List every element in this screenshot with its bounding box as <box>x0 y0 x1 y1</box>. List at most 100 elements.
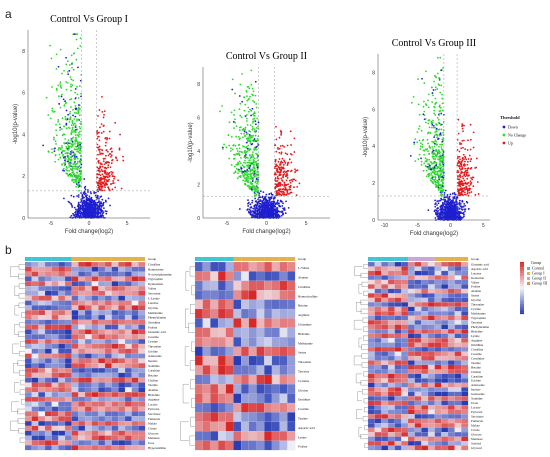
volcano-point <box>421 143 424 146</box>
heatmap-cell <box>31 324 39 330</box>
heatmap-cell <box>138 261 146 267</box>
volcano-point <box>463 202 466 205</box>
heatmap-cell <box>38 382 46 388</box>
volcano-point <box>248 139 251 142</box>
heatmap-cell <box>71 305 79 311</box>
volcano-point <box>442 67 444 69</box>
heatmap-cell <box>31 276 39 282</box>
volcano-point <box>254 180 257 183</box>
heatmap-cell <box>91 276 99 282</box>
heatmap-cell <box>111 276 119 282</box>
heatmap-cell <box>24 314 32 321</box>
volcano-point <box>74 140 77 143</box>
volcano-point <box>466 189 469 192</box>
volcano-point <box>461 123 464 126</box>
heatmap-cell <box>131 271 139 277</box>
volcano-point <box>279 163 281 165</box>
heatmap-cell <box>31 392 39 398</box>
volcano-point <box>70 156 73 159</box>
heatmap-cell <box>138 387 146 393</box>
heatmap-cell <box>131 353 139 359</box>
x-tick-label: 0 <box>265 221 268 227</box>
heatmap-cell <box>31 411 39 417</box>
volcano-point <box>472 146 475 149</box>
volcano-point <box>255 200 257 202</box>
volcano-point <box>91 201 94 204</box>
heatmap-cell <box>118 310 126 316</box>
volcano-point <box>77 66 79 69</box>
heatmap-cell <box>138 435 146 441</box>
heatmap-cell <box>58 445 66 451</box>
volcano-point <box>459 187 462 190</box>
volcano-point <box>87 208 90 210</box>
volcano-point <box>422 105 425 108</box>
heatmap-cell <box>78 343 86 349</box>
legend-title: Threshold <box>500 115 520 120</box>
volcano-point <box>72 108 74 111</box>
volcano-point <box>440 128 443 131</box>
heatmap-cell <box>64 406 72 412</box>
volcano-point <box>68 169 71 172</box>
volcano-point <box>77 135 80 138</box>
heatmap-cell <box>111 382 119 388</box>
volcano-point <box>69 142 72 145</box>
heatmap-cell <box>24 334 32 340</box>
volcano-point <box>256 202 259 204</box>
volcano-point <box>275 214 278 217</box>
volcano-point <box>439 176 442 179</box>
volcano-point <box>82 192 85 194</box>
volcano-point <box>64 118 67 120</box>
volcano-point <box>433 161 436 164</box>
heatmap-cell <box>44 440 52 446</box>
heatmap-cell <box>64 440 72 446</box>
volcano-point <box>79 127 82 130</box>
volcano-point <box>434 209 436 212</box>
volcano-point <box>116 159 119 162</box>
volcano-point <box>281 144 284 147</box>
heatmap-cell <box>58 295 66 301</box>
volcano-point <box>74 163 77 166</box>
volcano-point <box>277 192 280 194</box>
heatmap-cell <box>44 324 52 330</box>
heatmap-cell <box>51 435 59 441</box>
heatmap-cell <box>124 276 132 282</box>
volcano-point <box>257 155 260 158</box>
volcano-point <box>433 74 436 77</box>
volcano-point <box>88 199 91 202</box>
volcano-point <box>454 215 456 218</box>
heatmap-cell <box>104 290 112 296</box>
volcano-point <box>251 172 254 175</box>
heatmap-cell <box>91 334 99 340</box>
volcano-point <box>245 151 248 154</box>
heatmap-cell <box>38 440 46 446</box>
volcano-point <box>277 160 280 163</box>
volcano-point <box>462 211 465 214</box>
volcano-point <box>93 216 95 219</box>
volcano-point <box>460 212 463 214</box>
volcano-point <box>83 214 86 217</box>
volcano-point <box>424 103 427 105</box>
volcano-point <box>256 168 259 171</box>
volcano-point <box>110 155 112 158</box>
volcano-point <box>440 148 443 150</box>
volcano-point <box>65 122 68 125</box>
volcano-point <box>83 204 86 206</box>
volcano-point <box>264 210 267 213</box>
volcano-point <box>238 129 241 132</box>
volcano-point <box>72 68 75 71</box>
volcano-point <box>77 180 80 182</box>
volcano-point <box>256 187 259 190</box>
volcano-point <box>111 150 113 153</box>
volcano-point <box>431 92 434 94</box>
heatmap-cell <box>131 401 139 407</box>
volcano-point <box>239 114 242 117</box>
volcano-point <box>457 216 460 219</box>
heatmap-cell <box>131 339 139 345</box>
volcano-point <box>275 163 277 166</box>
volcano-point <box>433 136 436 139</box>
volcano-point <box>110 147 113 150</box>
heatmap-cell <box>104 319 112 325</box>
heatmap-cell <box>111 411 119 417</box>
heatmap-cell <box>138 372 146 378</box>
volcano-point <box>276 199 279 202</box>
